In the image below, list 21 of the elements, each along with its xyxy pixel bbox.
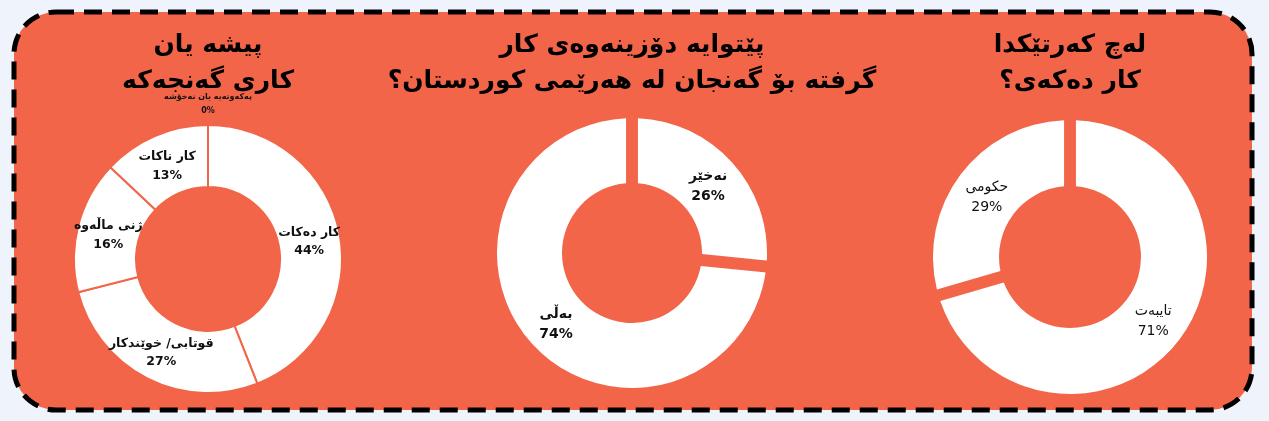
chart-title: لەچ کەرتێکدا کار دەکەی؟: [993, 29, 1147, 94]
data-label: 26%: [691, 187, 725, 204]
chart-title: پیشە یان کاری گەنجەکە: [122, 29, 295, 94]
slice-label: قوتابی/ خوێندکار: [107, 334, 214, 350]
donut-slice: [637, 118, 767, 261]
slice-label: کار ناکات: [138, 148, 197, 164]
data-label: 71%: [1137, 322, 1169, 339]
data-label: 16%: [93, 235, 124, 251]
data-label: 74%: [539, 324, 573, 341]
category-label: پەکەوتەیە یان نەخۆشە: [164, 92, 252, 101]
chart-title: پێتوایە دۆزینەوەی کار گرفتە بۆ گەنجان لە هەرێمی کوردستان؟: [387, 29, 877, 95]
donut-slice: [497, 118, 766, 388]
slice-label: حکومی: [965, 177, 1009, 195]
text: 0%: [201, 106, 215, 115]
data-label: 29%: [971, 197, 1003, 214]
data-label: 13%: [152, 166, 183, 182]
slice-label: نەخێر: [687, 167, 728, 185]
data-label: 27%: [146, 353, 177, 369]
slice-label: بەڵی: [539, 303, 573, 321]
data-label: 44%: [294, 242, 325, 258]
slice-label: تایبەت: [1134, 302, 1172, 319]
